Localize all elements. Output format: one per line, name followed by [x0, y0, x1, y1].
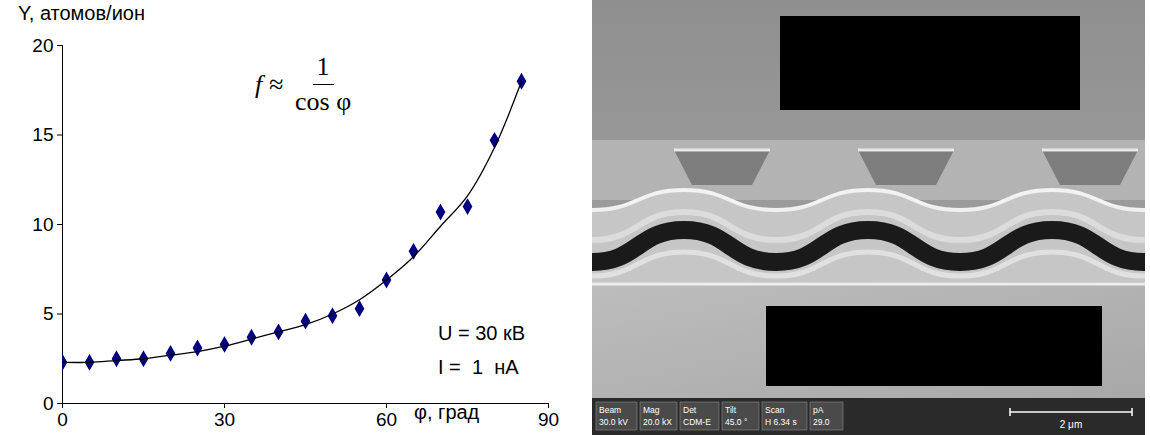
svg-text:Scan: Scan [765, 405, 785, 415]
html-text:1: 1 [316, 52, 330, 81]
svg-text:30.0 kV: 30.0 kV [599, 417, 628, 427]
svg-text:Det: Det [683, 405, 697, 415]
html-text:U = 30 кВ: U = 30 кВ [438, 322, 526, 344]
svg-text:0: 0 [43, 393, 54, 414]
svg-text:30: 30 [214, 409, 235, 430]
svg-text:45.0 °: 45.0 ° [725, 417, 747, 427]
svg-text:20: 20 [32, 35, 53, 56]
svg-text:10: 10 [32, 214, 53, 235]
svg-text:Tilt: Tilt [725, 405, 737, 415]
svg-text:20.0 kX: 20.0 kX [643, 417, 672, 427]
svg-text:H 6.34 s: H 6.34 s [765, 417, 797, 427]
svg-text:Mag: Mag [643, 405, 660, 415]
svg-text:pA: pA [813, 405, 824, 415]
svg-text:Beam: Beam [599, 405, 621, 415]
svg-text:2 μm: 2 μm [1060, 419, 1082, 430]
html-text:I = 1 нА: I = 1 нА [438, 356, 519, 378]
svg-text:60: 60 [376, 409, 397, 430]
svg-text:0: 0 [57, 409, 68, 430]
svg-text:90: 90 [538, 409, 559, 430]
svg-text:CDM-E: CDM-E [683, 417, 711, 427]
svg-text:15: 15 [32, 124, 53, 145]
svg-text:29.0: 29.0 [813, 417, 830, 427]
html-text:cos φ: cos φ [295, 87, 352, 116]
html-text:φ, град: φ, град [414, 401, 480, 423]
html-text:f ≈: f ≈ [255, 69, 283, 99]
svg-text:5: 5 [43, 303, 54, 324]
html-text:Y, атомов/ион: Y, атомов/ион [18, 2, 145, 24]
